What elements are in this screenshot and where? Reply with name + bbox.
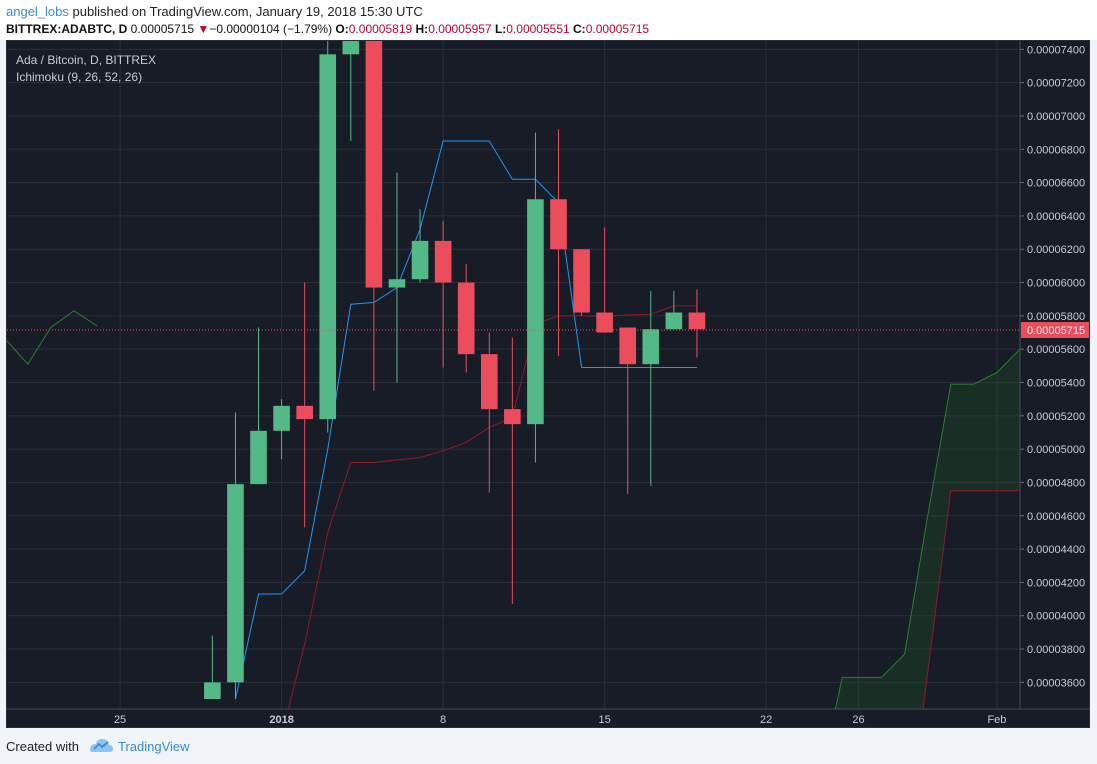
series-senkoua-line bbox=[834, 348, 1020, 709]
y-tick-label: 0.00003600 bbox=[1027, 677, 1085, 689]
y-tick-label: 0.00006000 bbox=[1027, 278, 1085, 290]
candle-body bbox=[411, 240, 429, 280]
series-senkoub-line bbox=[922, 490, 1020, 709]
candle-body bbox=[619, 327, 637, 365]
publish-info: angel_lobs published on TradingView.com,… bbox=[6, 4, 423, 19]
candle-body bbox=[296, 405, 313, 420]
y-tick-label: 0.00006800 bbox=[1027, 144, 1085, 156]
chart-area[interactable]: 0.00003600 0.00003800 0.00004000 0.00004200… bbox=[6, 40, 1090, 728]
chart-legend-pair: Ada / Bitcoin, D, BITTREX bbox=[16, 53, 157, 67]
last-price-tag bbox=[1021, 322, 1089, 339]
y-tick-label: 0.00007200 bbox=[1027, 78, 1085, 90]
price-change: −0.00000104 (−1.79%) bbox=[209, 22, 333, 36]
candle-body bbox=[480, 354, 498, 410]
candle-body bbox=[457, 282, 475, 355]
quote-line: BITTREX:ADABTC, D 0.00005715 ▼−0.0000010… bbox=[6, 22, 649, 36]
candle-body bbox=[573, 249, 590, 313]
last-price: 0.00005715 bbox=[130, 22, 195, 36]
y-tick-label: 0.00005800 bbox=[1027, 311, 1085, 323]
candle-body bbox=[365, 41, 383, 288]
x-tick-label: 8 bbox=[440, 714, 446, 726]
candle-body bbox=[273, 405, 290, 431]
series-lagging-line bbox=[7, 310, 98, 366]
tradingview-logo-icon[interactable] bbox=[88, 736, 114, 754]
candle-body bbox=[550, 199, 567, 250]
candle-body bbox=[642, 329, 660, 365]
y-tick-label: 0.00004000 bbox=[1027, 611, 1085, 623]
low-label: L: bbox=[494, 22, 507, 36]
candle-body bbox=[504, 409, 521, 425]
y-tick-label: 0.00006200 bbox=[1027, 244, 1085, 256]
x-tick-label: 22 bbox=[760, 714, 772, 726]
header-bar bbox=[0, 0, 1097, 40]
footer-bar bbox=[0, 730, 1097, 764]
created-with-text: Created with bbox=[6, 739, 79, 754]
y-tick-label: 0.00005000 bbox=[1027, 444, 1085, 456]
x-tick-label: 26 bbox=[852, 714, 864, 726]
x-tick-label: 25 bbox=[114, 714, 126, 726]
close-value: 0.00005715 bbox=[585, 22, 650, 36]
candle-body bbox=[388, 279, 406, 288]
low-value: 0.00005551 bbox=[506, 22, 570, 36]
x-tick-label: Feb bbox=[987, 714, 1006, 726]
candle-body bbox=[250, 430, 267, 485]
y-tick-label: 0.00007000 bbox=[1027, 111, 1085, 123]
candle-body bbox=[527, 199, 544, 425]
candle-body bbox=[434, 240, 452, 283]
high-label: H: bbox=[415, 22, 429, 36]
down-arrow-icon: ▼ bbox=[197, 22, 210, 36]
candle-body bbox=[665, 312, 683, 330]
y-tick-label: 0.00004200 bbox=[1027, 577, 1085, 589]
symbol-label: BITTREX:ADABTC, D bbox=[6, 22, 128, 36]
chart-background bbox=[7, 41, 1089, 727]
published-text: published on TradingView.com, January 19… bbox=[72, 4, 423, 19]
y-tick-label: 0.00005600 bbox=[1027, 344, 1085, 356]
x-tick-label: 2018 bbox=[269, 714, 293, 726]
y-tick-label: 0.00005200 bbox=[1027, 411, 1085, 423]
author-link[interactable]: angel_lobs bbox=[6, 4, 69, 19]
plot-layer bbox=[7, 41, 1020, 709]
high-value: 0.00005957 bbox=[428, 22, 492, 36]
y-tick-label: 0.00007400 bbox=[1027, 44, 1085, 56]
y-tick-label: 0.00004400 bbox=[1027, 544, 1085, 556]
x-tick-label: 15 bbox=[599, 714, 611, 726]
y-tick-label: 0.00005400 bbox=[1027, 377, 1085, 389]
y-tick-label: 0.00004800 bbox=[1027, 477, 1085, 489]
candle-body bbox=[688, 312, 706, 330]
candle-body bbox=[596, 312, 613, 333]
y-tick-label: 0.00003800 bbox=[1027, 644, 1085, 656]
ichimoku-cloud bbox=[835, 349, 1020, 709]
open-value: 0.00005819 bbox=[348, 22, 413, 36]
close-label: C: bbox=[573, 22, 586, 36]
tradingview-brand[interactable]: TradingView bbox=[118, 739, 190, 754]
chart-legend-indicator: Ichimoku (9, 26, 52, 26) bbox=[16, 70, 143, 84]
last-price-label: 0.00005715 bbox=[1027, 325, 1085, 337]
y-tick-label: 0.00004600 bbox=[1027, 511, 1085, 523]
candle-body bbox=[227, 484, 244, 683]
open-label: O: bbox=[335, 22, 349, 36]
candle-body bbox=[204, 682, 221, 700]
candlestick-chart[interactable]: 0.00003600 0.00003800 0.00004000 0.00004200… bbox=[7, 41, 1089, 727]
y-tick-label: 0.00006400 bbox=[1027, 211, 1085, 223]
candle-body bbox=[342, 41, 360, 55]
candle-body bbox=[319, 54, 337, 420]
y-tick-label: 0.00006600 bbox=[1027, 178, 1085, 190]
